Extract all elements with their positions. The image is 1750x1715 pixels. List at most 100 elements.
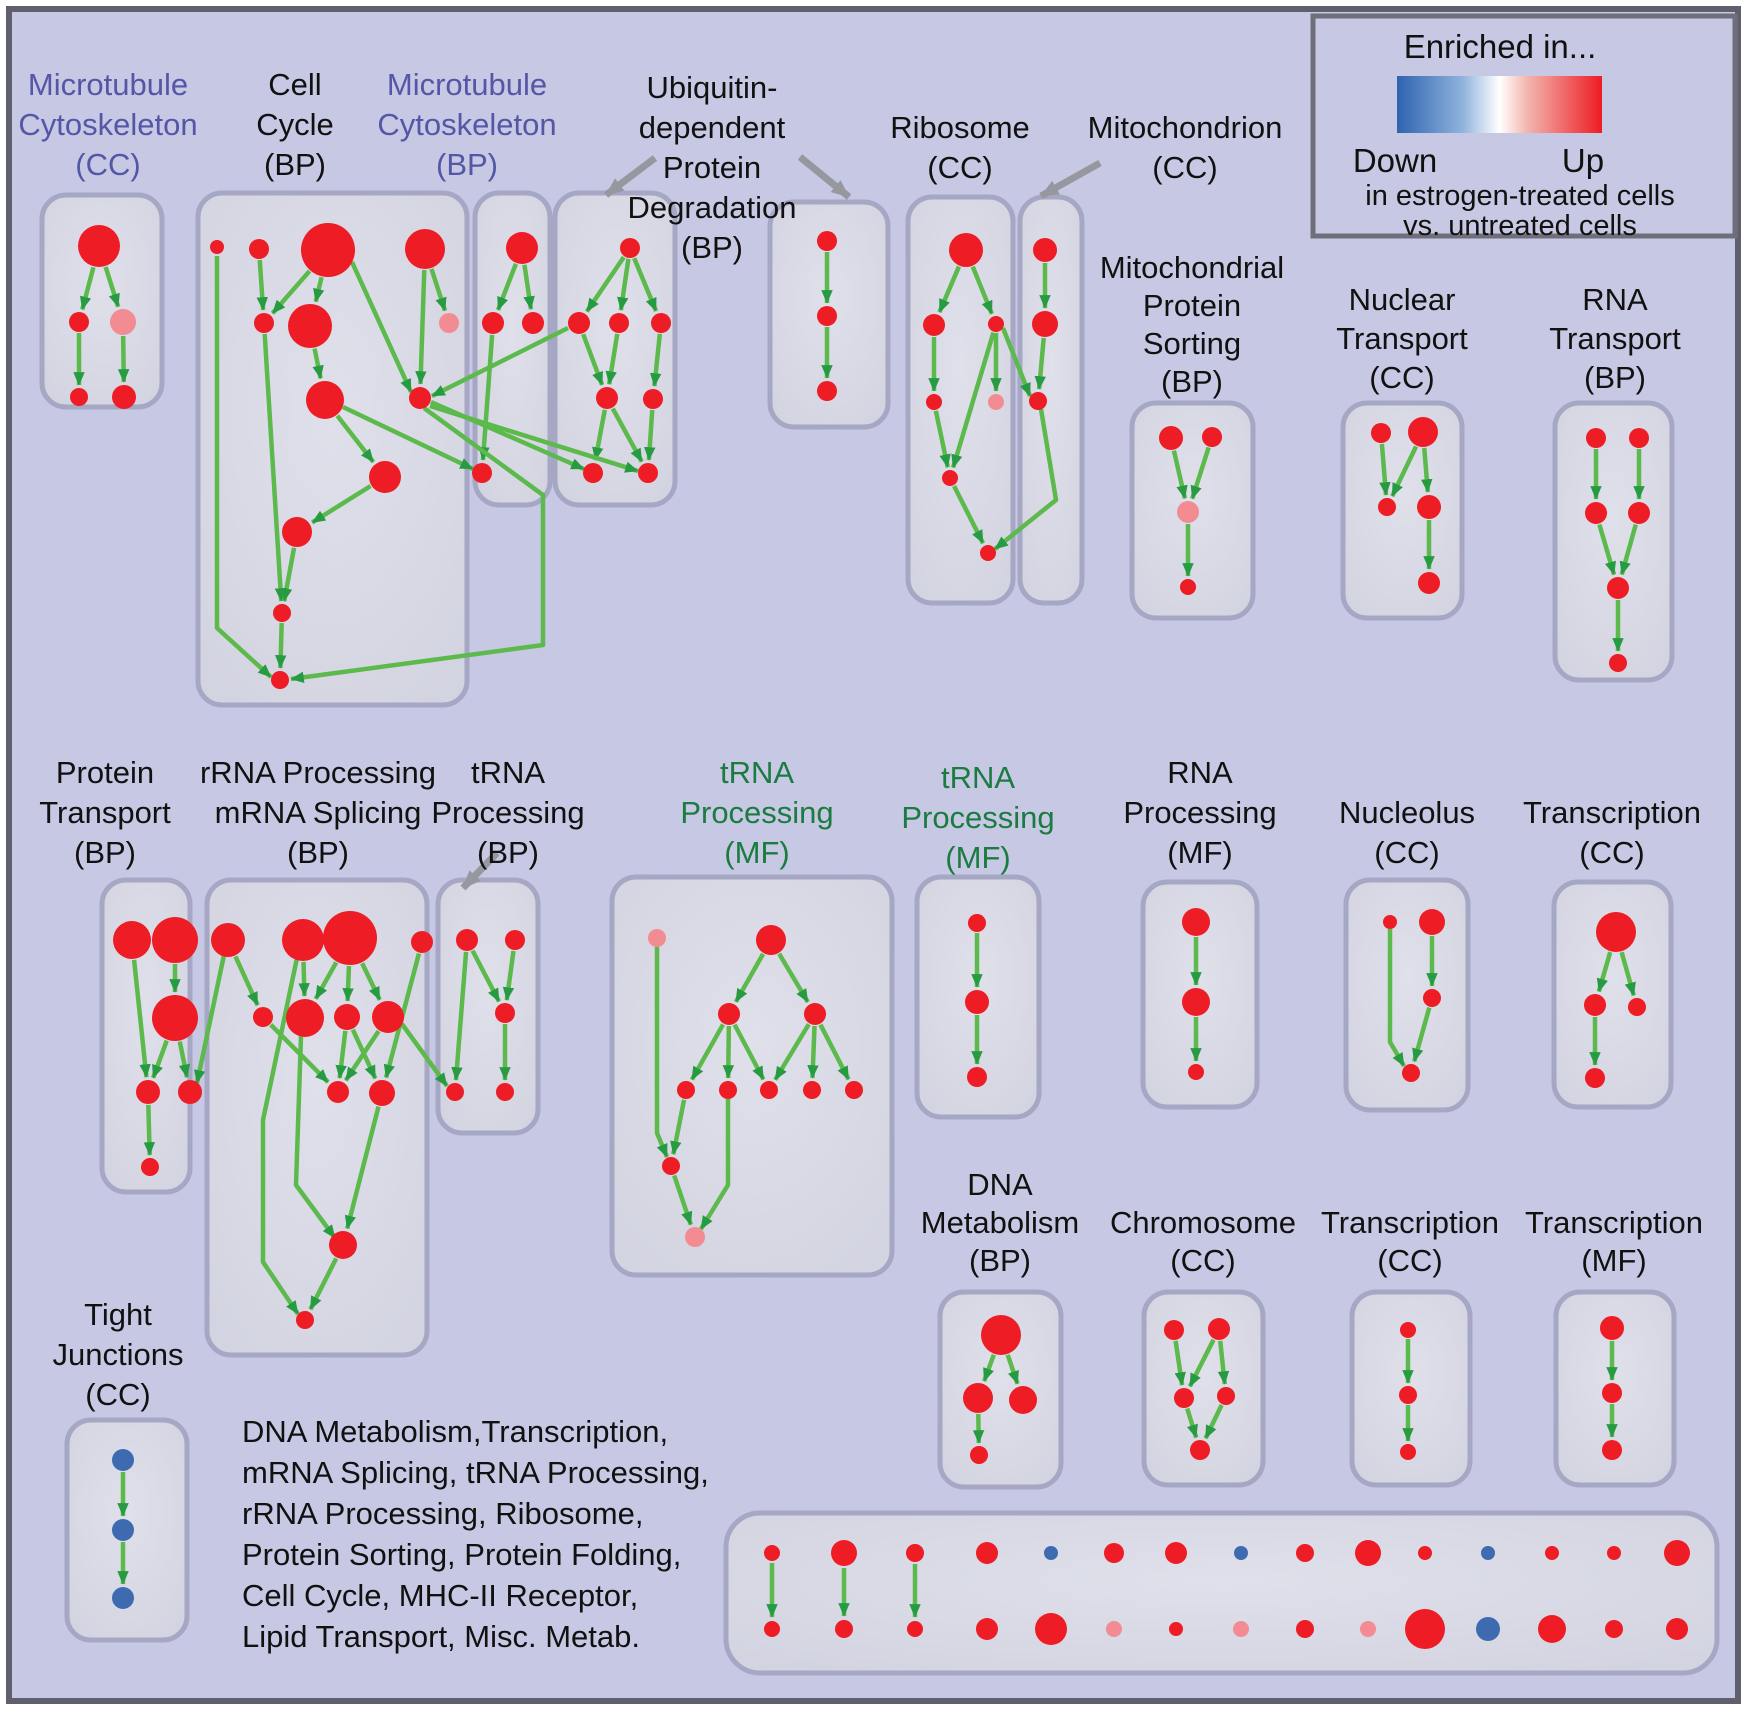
protein-transport-bp-node-0 <box>113 921 151 959</box>
label-cell-cycle-bp-line-1: Cycle <box>256 107 334 142</box>
mitochondrion-cc-node-1 <box>1032 311 1058 337</box>
dna-metabolism-bp-edge-2 <box>972 1413 985 1444</box>
ubiquitin-degradation-box1-node-7 <box>638 463 658 483</box>
mitochondrial-protein-sorting-bp-node-1 <box>1202 427 1222 447</box>
label-rrna-processing-mrna-splicing-bp-line-0: rRNA Processing <box>200 755 436 790</box>
trna-processing-mf-1-edge-8 <box>670 1099 687 1155</box>
note-line-0: DNA Metabolism,Transcription, <box>242 1414 668 1449</box>
chromosome-cc-edge-2 <box>1217 1340 1230 1385</box>
mixed-categories-box <box>723 1510 1720 1676</box>
trna-processing-mf-1-node-7 <box>803 1081 821 1099</box>
mitochondrion-cc-node-2 <box>1029 392 1047 410</box>
label-trna-processing-bp-line-0: tRNA <box>471 755 545 790</box>
rrna-processing-mrna-splicing-bp-node-10 <box>329 1231 357 1259</box>
transcription-cc-bottom-node-0 <box>1400 1322 1416 1338</box>
chromosome-cc-edge-1 <box>1187 1338 1216 1388</box>
label-nucleolus-cc-line-0: Nucleolus <box>1339 795 1475 830</box>
mitochondrion-cc-node-0 <box>1033 238 1057 262</box>
transcription-mf-node-1 <box>1602 1383 1622 1403</box>
trna-processing-mf-1-node-2 <box>718 1003 740 1025</box>
cell-cycle-bp-node-11 <box>273 604 291 622</box>
nuclear-transport-cc-edge-1 <box>1390 445 1419 498</box>
trna-processing-mf-2-node-1 <box>965 990 989 1014</box>
transcription-mf-node-0 <box>1600 1316 1624 1340</box>
ubiquitin-degradation-box1-edge-4 <box>605 333 620 385</box>
label-ubiquitin-dependent-protein-degradation-bp-line-3: Degradation <box>628 190 797 225</box>
cross-edge-6 <box>342 404 474 472</box>
trna-processing-mf-1-node-3 <box>804 1003 826 1025</box>
label-mitochondrial-protein-sorting-bp-line-0: Mitochondrial <box>1100 250 1284 285</box>
tight-junctions-cc-node-2 <box>112 1587 134 1609</box>
microtubule-cytoskeleton-cc-edge-0 <box>80 266 96 311</box>
cross-edge-10 <box>293 1035 337 1240</box>
cell-cycle-bp-node-0 <box>210 240 224 254</box>
label-trna-processing-mf-1-line-0: tRNA <box>720 755 794 790</box>
mixed-bottom-node-14 <box>1666 1618 1688 1640</box>
microtubule-cytoskeleton-bp-node-1 <box>482 312 504 334</box>
label-tight-junctions-cc-line-0: Tight <box>84 1297 152 1332</box>
ubiquitin-degradation-box1-edge-2 <box>632 257 659 312</box>
rrna-processing-mrna-splicing-bp-node-7 <box>372 1001 404 1033</box>
chromosome-cc-edge-0 <box>1173 1340 1186 1386</box>
ubiquitin-degradation-box2-node-1 <box>817 306 837 326</box>
rna-transport-bp-edge-2 <box>1597 523 1617 576</box>
nucleolus-cc-node-2 <box>1423 989 1441 1007</box>
trna-processing-bp-node-0 <box>456 929 478 951</box>
nuclear-transport-cc-edge-2 <box>1421 447 1433 493</box>
microtubule-cytoskeleton-bp-edge-2 <box>478 334 495 461</box>
rrna-processing-mrna-splicing-bp-edge-11 <box>308 1257 339 1311</box>
cell-cycle-bp-node-5 <box>288 304 332 348</box>
cell-cycle-bp-node-6 <box>439 313 459 333</box>
cell-cycle-bp-edge-1 <box>270 269 312 315</box>
protein-transport-bp-node-2 <box>152 995 198 1041</box>
rrna-processing-mrna-splicing-bp-node-3 <box>411 931 433 953</box>
ubiquitin-degradation-box2-node-2 <box>817 381 837 401</box>
cell-cycle-bp-node-7 <box>306 381 344 419</box>
cell-cycle-bp-edge-7 <box>311 484 372 525</box>
mixed-top-node-13 <box>1607 1546 1621 1560</box>
label-mitochondrion-cc-line-1: (CC) <box>1152 150 1217 185</box>
cross-edge-13 <box>654 947 670 1158</box>
cell-cycle-bp-edge-3 <box>429 268 448 312</box>
mixed-bottom-node-8 <box>1296 1620 1314 1638</box>
trna-processing-bp-edge-0 <box>470 949 501 1003</box>
microtubule-cytoskeleton-bp-node-0 <box>506 232 538 264</box>
cross-edge-0 <box>214 256 273 679</box>
protein-transport-bp-node-1 <box>152 917 198 963</box>
mixed-top-node-1 <box>831 1540 857 1566</box>
mixed-bottom-node-4 <box>1035 1613 1067 1645</box>
microtubule-cytoskeleton-cc-edge-1 <box>103 266 121 308</box>
microtubule-cytoskeleton-cc-node-1 <box>69 312 89 332</box>
rna-transport-bp-node-3 <box>1628 502 1650 524</box>
cell-cycle-bp-node-3 <box>405 229 445 269</box>
cross-edge-7 <box>1000 327 1033 397</box>
cell-cycle-bp-edge-6 <box>335 414 376 464</box>
trna-processing-mf-1-node-1 <box>756 925 786 955</box>
label-transcription-mf-line-1: (MF) <box>1581 1243 1646 1278</box>
label-microtubule-cytoskeleton-bp-line-2: (BP) <box>436 147 498 182</box>
protein-transport-bp-node-4 <box>178 1080 202 1104</box>
mixed-bottom-node-1 <box>835 1620 853 1638</box>
mixed-bottom-node-11 <box>1476 1617 1500 1641</box>
label-ubiquitin-dependent-protein-degradation-bp-line-0: Ubiquitin- <box>647 70 778 105</box>
nuclear-transport-cc-node-4 <box>1418 572 1440 594</box>
label-cell-cycle-bp-line-0: Cell <box>268 67 321 102</box>
mixed-top-node-10 <box>1418 1546 1432 1560</box>
label-trna-processing-mf-2-line-1: Processing <box>901 800 1054 835</box>
label-nuclear-transport-cc-line-2: (CC) <box>1369 360 1434 395</box>
cross-edge-14 <box>699 1099 731 1231</box>
label-trna-processing-mf-2-line-0: tRNA <box>941 760 1015 795</box>
cell-cycle-bp-node-12 <box>271 671 289 689</box>
label-microtubule-cytoskeleton-cc-line-0: Microtubule <box>28 67 188 102</box>
ribosome-cc-node-5 <box>942 470 958 486</box>
mitochondrial-protein-sorting-bp-node-3 <box>1180 579 1196 595</box>
trna-processing-mf-1-edge-9 <box>672 1174 693 1226</box>
nucleolus-cc-box <box>1343 877 1471 1113</box>
legend-up-label: Up <box>1562 142 1604 179</box>
ribosome-cc-edge-5 <box>950 331 996 469</box>
transcription-cc-mid-node-2 <box>1628 998 1646 1016</box>
rna-processing-mf-node-2 <box>1188 1064 1204 1080</box>
cell-cycle-bp-edge-2 <box>313 276 325 303</box>
chromosome-cc-node-1 <box>1208 1318 1230 1340</box>
rna-transport-bp-edge-3 <box>1619 523 1638 576</box>
